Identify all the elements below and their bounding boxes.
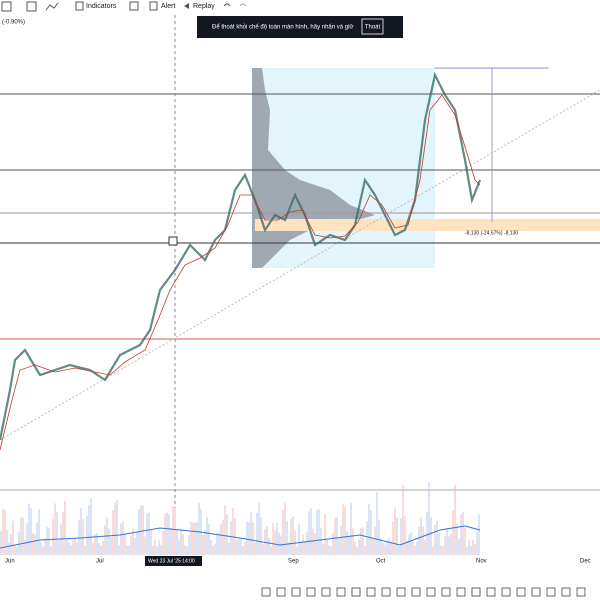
time-label: Jul <box>96 559 104 565</box>
crosshair-button[interactable] <box>169 237 177 245</box>
time-label: Dec <box>580 559 591 565</box>
change-label: (-0.90%) <box>2 20 25 26</box>
exit-button-label[interactable]: Thoát <box>365 25 381 31</box>
time-label: Nov <box>476 559 487 565</box>
banner-text: Để thoát khỏi chế độ toàn màn hình, hãy … <box>212 24 353 31</box>
indicators-button[interactable]: Indicators <box>86 3 117 10</box>
time-label: Sep <box>288 559 299 565</box>
measure-label: -8,130 (-24.67%) -8,130 <box>465 230 518 236</box>
alert-button[interactable]: Alert <box>161 3 175 10</box>
time-label: Jun <box>5 559 15 565</box>
time-label: Oct <box>376 559 386 565</box>
time-label: Wed 23 Jul '25 14:00 <box>148 558 195 564</box>
replay-button[interactable]: Replay <box>193 3 215 10</box>
